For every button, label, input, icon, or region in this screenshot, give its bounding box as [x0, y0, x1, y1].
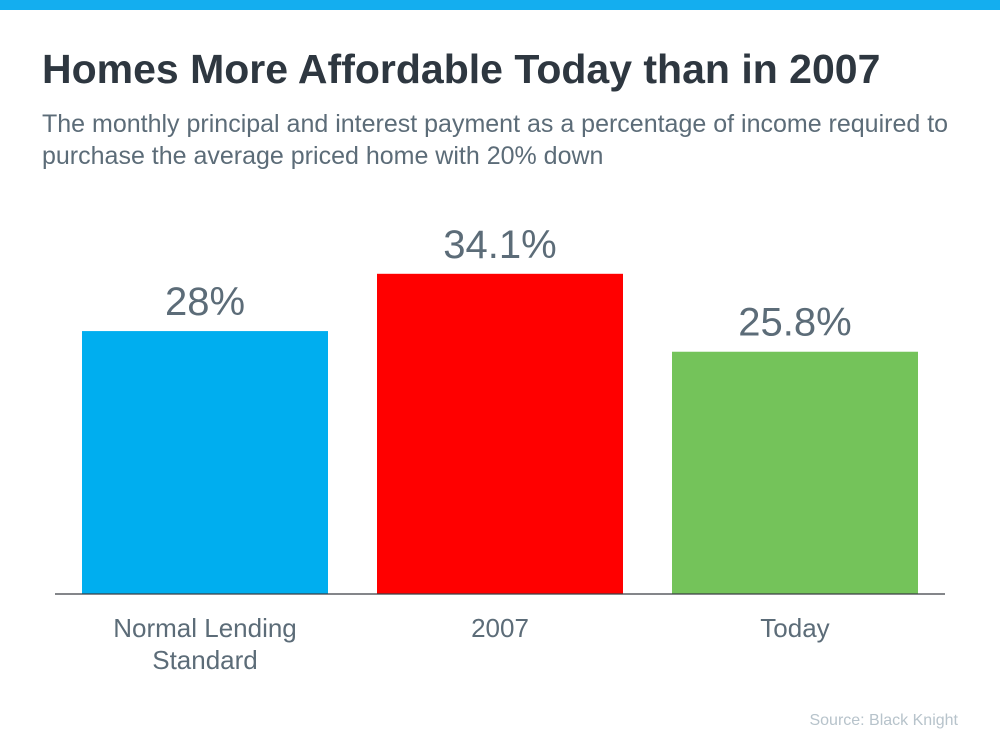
category-label: 2007	[471, 613, 529, 643]
bar-0	[82, 331, 328, 594]
data-label: 28%	[165, 280, 245, 324]
bar-2	[672, 351, 918, 594]
data-label: 34.1%	[443, 223, 556, 267]
top-accent-bar	[0, 0, 1000, 10]
bar-1	[377, 273, 623, 594]
data-label: 25.8%	[738, 301, 851, 345]
category-label: Normal Lending	[113, 613, 297, 643]
chart-subtitle: The monthly principal and interest payme…	[42, 110, 949, 170]
source-note: Source: Black Knight	[809, 712, 958, 729]
chart-title: Homes More Affordable Today than in 2007	[42, 46, 881, 92]
category-label: Today	[760, 613, 829, 643]
category-label: Standard	[152, 645, 258, 675]
